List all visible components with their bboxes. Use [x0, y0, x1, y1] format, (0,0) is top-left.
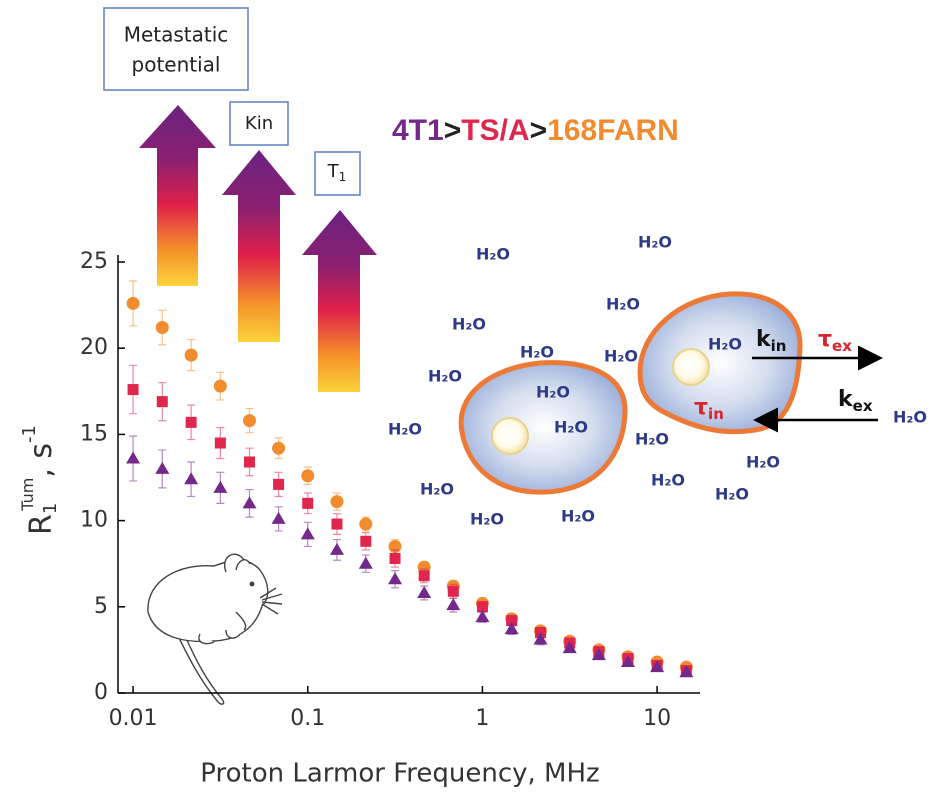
water-label: H₂O	[651, 471, 685, 490]
water-label: H₂O	[635, 430, 669, 449]
y-axis-label-part: 1	[40, 503, 61, 514]
data-point	[330, 495, 343, 508]
rate-label: kex	[838, 387, 873, 415]
data-point	[301, 527, 315, 539]
header-part: TS/A	[461, 114, 529, 147]
data-point	[184, 472, 198, 484]
water-label: H₂O	[715, 485, 749, 504]
data-point	[155, 462, 169, 474]
water-label: H₂O	[388, 420, 422, 439]
y-axis-label-group: R1Tum, s-1	[18, 425, 62, 535]
y-tick-label: 25	[80, 249, 108, 274]
data-point	[417, 586, 431, 598]
rate-label-part: ex	[832, 337, 852, 355]
data-point	[185, 349, 198, 362]
data-point	[186, 417, 197, 428]
rate-label: τex	[818, 327, 852, 355]
data-point	[330, 543, 344, 555]
y-tick-label: 15	[80, 421, 108, 446]
data-point	[126, 452, 140, 464]
rate-label-part: k	[756, 327, 772, 352]
y-tick-label: 10	[80, 508, 108, 533]
y-axis-label: R1Tum, s-1	[18, 425, 62, 535]
data-point	[127, 297, 140, 310]
water-label: H₂O	[606, 295, 640, 314]
water-label: H₂O	[561, 507, 595, 526]
header-part: 4T1	[392, 114, 444, 147]
rate-label-part: in	[771, 337, 787, 355]
x-tick-label: 0.1	[290, 706, 325, 731]
rate-label-part: ex	[853, 397, 873, 415]
mouse	[148, 554, 282, 704]
data-point	[446, 598, 460, 610]
y-tick-label: 5	[94, 594, 108, 619]
nucleus	[492, 418, 528, 454]
data-point	[302, 498, 313, 509]
nucleus	[673, 349, 709, 385]
water-label: H₂O	[476, 245, 510, 264]
data-point	[360, 536, 371, 547]
water-label: H₂O	[452, 315, 486, 334]
water-label: H₂O	[428, 367, 462, 386]
y-tick-label: 0	[94, 680, 108, 705]
water-label: H₂O	[520, 343, 554, 362]
data-point	[157, 396, 168, 407]
water-label: H₂O	[746, 453, 780, 472]
water-label: H₂O	[554, 418, 588, 437]
data-point	[243, 414, 256, 427]
header-part: >	[530, 114, 548, 147]
data-point	[419, 570, 430, 581]
y-axis-label-part: , s	[24, 443, 59, 478]
y-axis-label-part: Tum	[18, 478, 37, 512]
x-axis-label: Proton Larmor Frequency, MHz	[200, 759, 599, 789]
box-label: Kin	[245, 113, 273, 134]
rate-label-part: τ	[694, 395, 708, 420]
data-point	[388, 572, 402, 584]
header: 4T1>TS/A>168FARN	[392, 114, 679, 147]
data-point	[390, 553, 401, 564]
data-point	[244, 456, 255, 467]
label-box	[104, 8, 248, 90]
header-part: 168FARN	[547, 114, 679, 147]
data-point	[214, 380, 227, 393]
water-label: H₂O	[638, 233, 672, 252]
data-point	[156, 321, 169, 334]
header-part: >	[444, 114, 462, 147]
box-label: potential	[132, 53, 221, 77]
rate-label-part: in	[708, 405, 724, 423]
y-tick-label: 20	[80, 335, 108, 360]
x-tick-label: 1	[475, 706, 489, 731]
data-point	[272, 442, 285, 455]
water-label: H₂O	[470, 510, 504, 529]
rate-label-part: τ	[818, 327, 832, 352]
data-point	[272, 512, 286, 524]
data-point	[331, 519, 342, 530]
up-arrow	[222, 150, 296, 342]
data-point	[128, 384, 139, 395]
water-label: H₂O	[708, 335, 742, 354]
box-label-part: 1	[339, 170, 347, 184]
data-point	[359, 518, 372, 531]
y-axis-label-part: R	[24, 514, 59, 535]
data-point	[448, 586, 459, 597]
data-point	[215, 438, 226, 449]
rate-label-part: k	[838, 387, 854, 412]
water-label: H₂O	[893, 408, 927, 427]
data-point	[242, 496, 256, 508]
up-arrow	[302, 210, 377, 392]
data-point	[301, 469, 314, 482]
x-tick-label: 0.01	[109, 706, 158, 731]
up-arrow	[139, 105, 216, 286]
x-tick-label: 10	[643, 706, 671, 731]
box-label: Metastatic	[124, 23, 229, 47]
water-label: H₂O	[604, 347, 638, 366]
water-label: H₂O	[420, 480, 454, 499]
data-point	[213, 481, 227, 493]
data-point	[359, 557, 373, 569]
y-axis-label-part: -1	[19, 425, 40, 443]
water-label: H₂O	[536, 383, 570, 402]
data-point	[273, 479, 284, 490]
figure: Proton Larmor Frequency, MHz 0 5 10 15 20 25 0…	[0, 0, 932, 794]
